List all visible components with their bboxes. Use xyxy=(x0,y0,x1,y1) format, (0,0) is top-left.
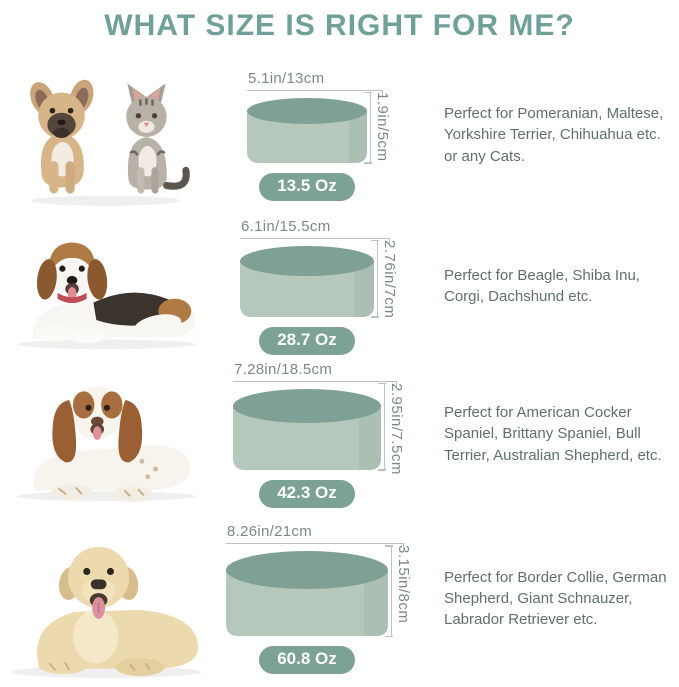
capacity-badge-1: 13.5 Oz xyxy=(259,172,355,201)
diameter-label-3: 7.28in/18.5cm xyxy=(233,361,397,387)
desc-col-2: Perfect for Beagle, Shiba Inu, Corgi, Da… xyxy=(402,265,679,308)
photo-cocker-spaniel xyxy=(16,386,196,503)
height-label-2: 2.76in/7cm xyxy=(381,239,398,318)
photo-beagle xyxy=(16,242,196,350)
breed-description-3: Perfect for American Cocker Spaniel, Bri… xyxy=(444,404,662,464)
diameter-label-2: 6.1in/15.5cm xyxy=(240,218,390,244)
photo-french-bulldog-and-kitten xyxy=(30,79,190,206)
height-label-1: 1.9in/5cm xyxy=(374,91,391,162)
bowl-diagram-1: 5.1in/13cm 1.9in/5cm xyxy=(247,70,391,164)
height-label-4: 3.15in/8cm xyxy=(395,545,412,624)
capacity-badge-2: 28.7 Oz xyxy=(259,326,355,355)
desc-col-1: Perfect for Pomeranian, Maltese, Yorkshi… xyxy=(402,103,679,167)
height-dimension-2: 2.76in/7cm xyxy=(372,239,398,318)
desc-col-4: Perfect for Border Collie, German Shephe… xyxy=(402,567,679,631)
bowl-illustration-3 xyxy=(233,388,381,470)
capacity-badge-3: 42.3 Oz xyxy=(259,479,355,508)
photo-col-3 xyxy=(0,358,212,510)
diagram-col-3: 7.28in/18.5cm 2.95in/7.5cm 42.3 Oz xyxy=(212,361,405,508)
bowl-illustration-2 xyxy=(240,245,374,317)
size-row-small: 5.1in/13cm 1.9in/5cm 13.5 Oz Perfect for… xyxy=(0,56,679,214)
breed-description-4: Perfect for Border Collie, German Shephe… xyxy=(444,568,667,629)
height-line-4 xyxy=(386,545,392,637)
photo-col-2 xyxy=(0,214,212,358)
diagram-col-2: 6.1in/15.5cm 2.76in/7cm 28.7 Oz xyxy=(212,218,402,355)
height-dimension-3: 2.95in/7.5cm xyxy=(379,382,405,475)
breed-description-1: Perfect for Pomeranian, Maltese, Yorkshi… xyxy=(444,105,664,165)
bowl-diagram-2: 6.1in/15.5cm 2.76in/7cm xyxy=(240,218,398,318)
height-line-1 xyxy=(365,91,371,164)
breed-description-2: Perfect for Beagle, Shiba Inu, Corgi, Da… xyxy=(444,266,640,305)
size-row-large: 7.28in/18.5cm 2.95in/7.5cm 42.3 Oz Perfe… xyxy=(0,358,679,510)
height-dimension-4: 3.15in/8cm xyxy=(386,545,412,637)
diameter-label-4: 8.26in/21cm xyxy=(226,523,404,549)
diameter-label-1: 5.1in/13cm xyxy=(247,70,383,96)
height-line-3 xyxy=(379,382,385,471)
height-label-3: 2.95in/7.5cm xyxy=(388,382,405,475)
desc-col-3: Perfect for American Cocker Spaniel, Bri… xyxy=(402,402,679,466)
height-dimension-1: 1.9in/5cm xyxy=(365,91,391,164)
diagram-col-1: 5.1in/13cm 1.9in/5cm 13.5 Oz xyxy=(212,70,402,201)
photo-labrador-retriever xyxy=(11,546,202,678)
photo-col-1 xyxy=(0,56,212,214)
bowl-illustration-4 xyxy=(226,551,388,636)
bowl-diagram-3: 7.28in/18.5cm 2.95in/7.5cm xyxy=(233,361,405,474)
diagram-col-4: 8.26in/21cm 3.15in/8cm 60.8 Oz xyxy=(212,523,412,674)
size-row-medium: 6.1in/15.5cm 2.76in/7cm 28.7 Oz Perfect … xyxy=(0,214,679,358)
page-title: WHAT SIZE IS RIGHT FOR ME? xyxy=(104,9,575,42)
photo-col-4 xyxy=(0,510,212,687)
bowl-illustration-1 xyxy=(247,97,367,163)
capacity-badge-4: 60.8 Oz xyxy=(259,646,355,674)
bowl-diagram-4: 8.26in/21cm 3.15in/8cm xyxy=(226,523,412,637)
size-row-xlarge: 8.26in/21cm 3.15in/8cm 60.8 Oz Perfect f… xyxy=(0,510,679,687)
height-line-2 xyxy=(372,239,378,318)
